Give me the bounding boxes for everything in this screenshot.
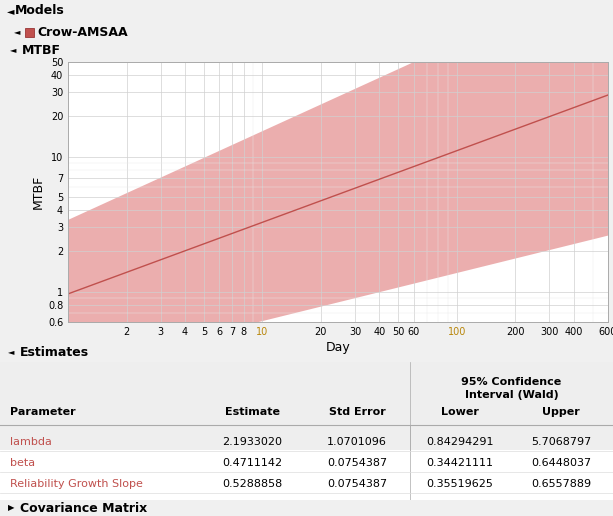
- Text: Crow-AMSAA: Crow-AMSAA: [37, 25, 128, 39]
- Y-axis label: MTBF: MTBF: [32, 175, 45, 209]
- Bar: [25, 28, 34, 37]
- Text: Interval (Wald): Interval (Wald): [465, 390, 558, 400]
- Text: 0.0754387: 0.0754387: [327, 458, 387, 468]
- Text: Parameter: Parameter: [10, 407, 75, 417]
- Text: Estimates: Estimates: [20, 346, 89, 359]
- Text: 0.6448037: 0.6448037: [531, 458, 591, 468]
- Text: ◄: ◄: [14, 27, 20, 37]
- Text: ◄: ◄: [8, 347, 15, 357]
- Text: 95% Confidence: 95% Confidence: [462, 377, 562, 387]
- Text: 0.34421111: 0.34421111: [427, 458, 493, 468]
- Text: 0.35519625: 0.35519625: [427, 479, 493, 489]
- Text: Upper: Upper: [542, 407, 580, 417]
- Text: beta: beta: [10, 458, 35, 468]
- Bar: [0, 450, 613, 500]
- Text: 0.6557889: 0.6557889: [531, 479, 591, 489]
- Text: Covariance Matrix: Covariance Matrix: [20, 502, 147, 514]
- X-axis label: Day: Day: [326, 341, 351, 354]
- Text: ◄: ◄: [7, 6, 15, 16]
- Text: 1.0701096: 1.0701096: [327, 437, 387, 447]
- Text: MTBF: MTBF: [22, 43, 61, 56]
- Text: lambda: lambda: [10, 437, 52, 447]
- Text: ◄: ◄: [10, 45, 17, 55]
- Text: Lower: Lower: [441, 407, 479, 417]
- Text: 2.1933020: 2.1933020: [222, 437, 282, 447]
- Bar: [0, 362, 613, 450]
- Text: Reliability Growth Slope: Reliability Growth Slope: [10, 479, 143, 489]
- Text: Estimate: Estimate: [224, 407, 280, 417]
- Text: Std Error: Std Error: [329, 407, 386, 417]
- Text: Models: Models: [15, 5, 65, 18]
- Text: 0.5288858: 0.5288858: [222, 479, 282, 489]
- Text: 0.4711142: 0.4711142: [222, 458, 282, 468]
- Text: 0.84294291: 0.84294291: [426, 437, 493, 447]
- Text: ▶: ▶: [8, 504, 15, 512]
- Text: 5.7068797: 5.7068797: [531, 437, 591, 447]
- Text: 0.0754387: 0.0754387: [327, 479, 387, 489]
